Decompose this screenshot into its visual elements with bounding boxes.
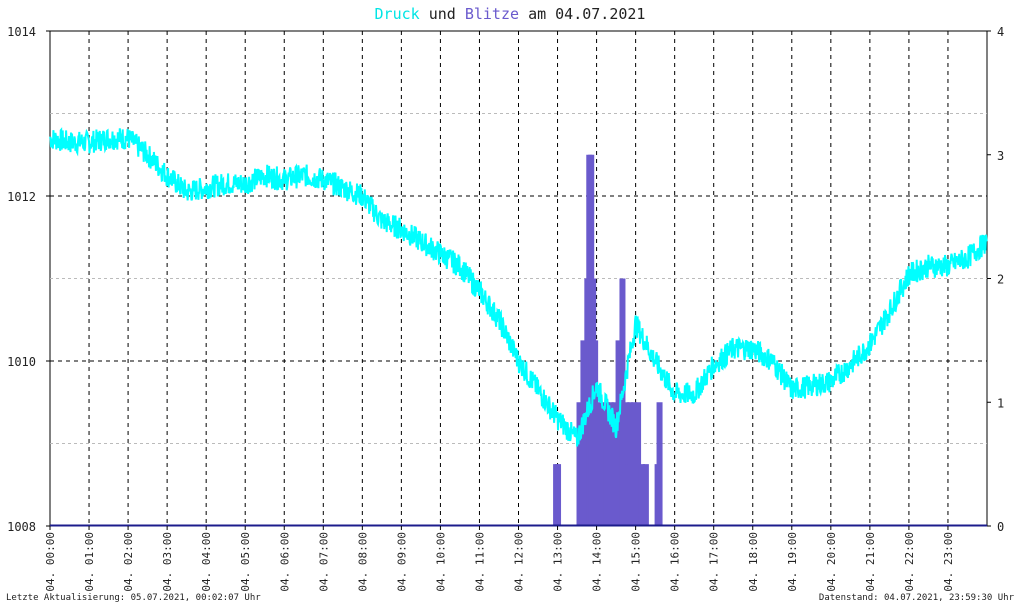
x-tick-label: 04. 11:00 — [473, 532, 486, 592]
title-und: und — [428, 5, 456, 23]
lightning-bar — [619, 278, 626, 526]
y-right-tick-label: 1 — [997, 396, 1004, 410]
y-left-tick-label: 1012 — [7, 190, 36, 204]
x-tick-label: 04. 19:00 — [786, 532, 799, 592]
y-right-tick-label: 0 — [997, 520, 1004, 534]
x-tick-label: 04. 20:00 — [825, 532, 838, 592]
x-tick-label: 04. 01:00 — [83, 532, 96, 592]
lightning-bar — [656, 402, 663, 526]
lightning-bar — [607, 402, 614, 526]
lightning-bar — [599, 402, 606, 526]
chart-title: Druck und Blitze am 04.07.2021 — [0, 5, 1020, 23]
x-tick-label: 04. 07:00 — [317, 532, 330, 592]
x-tick-label: 04. 00:00 — [44, 532, 57, 592]
lightning-bar — [631, 402, 638, 526]
footer-left: Letzte Aktualisierung: 05.07.2021, 00:02… — [6, 593, 261, 603]
y-left-tick-label: 1014 — [7, 25, 36, 39]
footer-right: Datenstand: 04.07.2021, 23:59:30 Uhr — [818, 593, 1014, 603]
x-tick-label: 04. 22:00 — [903, 532, 916, 592]
x-tick-label: 04. 03:00 — [161, 532, 174, 592]
y-right-tick-label: 4 — [997, 25, 1004, 39]
lightning-bar — [627, 402, 634, 526]
x-tick-label: 04. 09:00 — [395, 532, 408, 592]
x-tick-label: 04. 16:00 — [669, 532, 682, 592]
x-tick-label: 04. 13:00 — [552, 532, 565, 592]
lightning-bar — [615, 340, 622, 526]
x-tick-label: 04. 21:00 — [864, 532, 877, 592]
y-left-tick-label: 1008 — [7, 520, 36, 534]
x-tick-label: 04. 12:00 — [513, 532, 526, 592]
y-right-tick-label: 2 — [997, 273, 1004, 287]
y-right-tick-label: 3 — [997, 149, 1004, 163]
lightning-bar — [555, 464, 562, 526]
lightning-bar — [635, 402, 642, 526]
lightning-bar — [576, 402, 583, 526]
x-tick-label: 04. 10:00 — [434, 532, 447, 592]
pressure-line — [49, 127, 988, 447]
lightning-bar — [592, 340, 599, 526]
lightning-bar — [611, 402, 618, 526]
x-tick-label: 04. 14:00 — [591, 532, 604, 592]
x-tick-label: 04. 23:00 — [942, 532, 955, 592]
lightning-bar — [642, 464, 649, 526]
x-tick-label: 04. 04:00 — [200, 532, 213, 592]
title-blitze: Blitze — [464, 5, 520, 23]
x-tick-label: 04. 18:00 — [747, 532, 760, 592]
x-tick-label: 04. 08:00 — [356, 532, 369, 592]
x-tick-label: 04. 17:00 — [708, 532, 721, 592]
lightning-bar — [603, 402, 610, 526]
lightning-bar — [638, 464, 645, 526]
x-tick-label: 04. 05:00 — [239, 532, 252, 592]
y-left-tick-label: 1010 — [7, 355, 36, 369]
x-tick-label: 04. 15:00 — [630, 532, 643, 592]
x-tick-label: 04. 06:00 — [278, 532, 291, 592]
lightning-bar — [596, 402, 603, 526]
title-date: am 04.07.2021 — [528, 5, 646, 23]
title-druck: Druck — [374, 5, 420, 23]
x-tick-label: 04. 02:00 — [122, 532, 135, 592]
